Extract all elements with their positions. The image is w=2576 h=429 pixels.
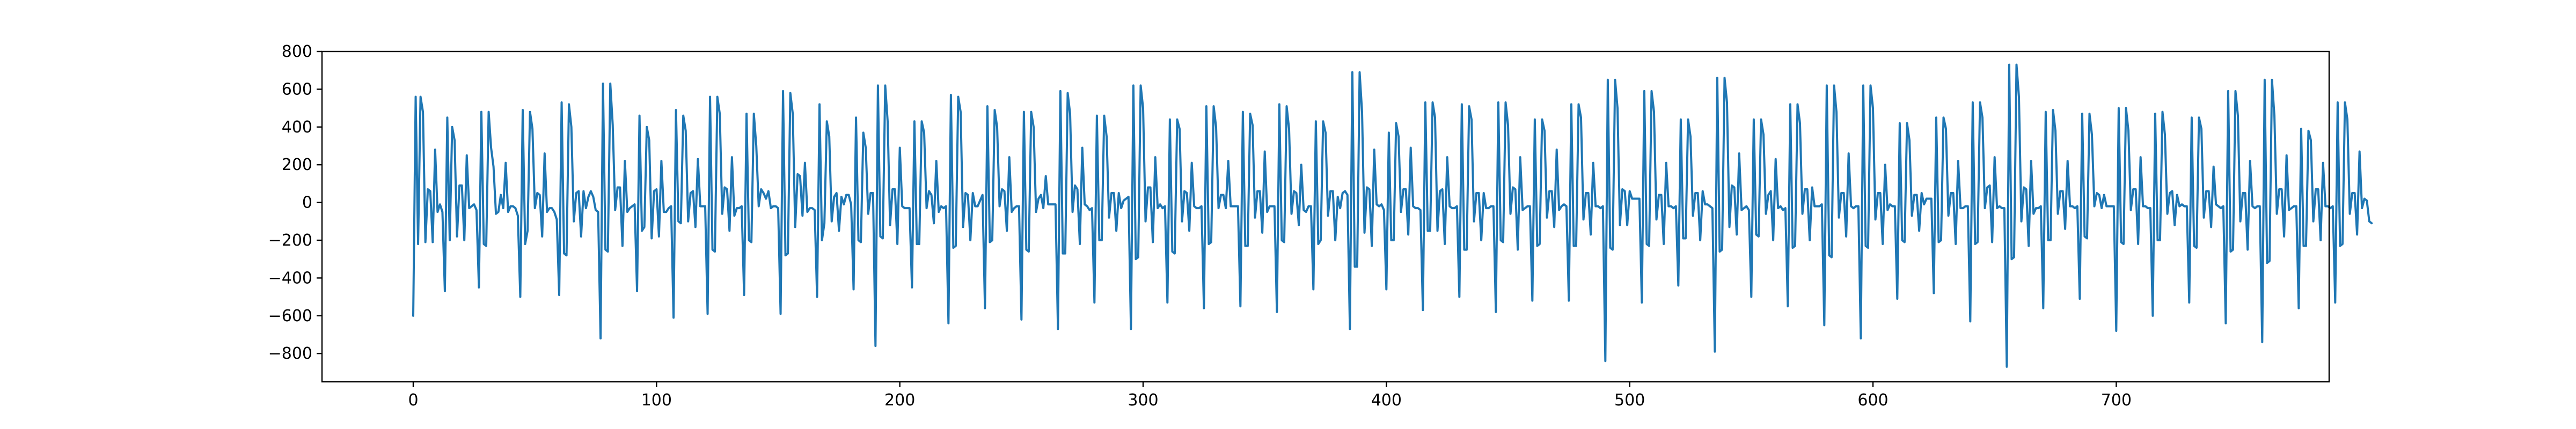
y-tick-label: −200 bbox=[268, 231, 312, 250]
x-tick-label: 0 bbox=[408, 391, 418, 410]
y-tick-label: 400 bbox=[282, 118, 312, 137]
x-tick-label: 200 bbox=[884, 391, 915, 410]
y-tick-label: 200 bbox=[282, 156, 312, 174]
y-tick-label: 0 bbox=[302, 194, 312, 212]
x-tick-label: 500 bbox=[1614, 391, 1645, 410]
y-tick-label: −400 bbox=[268, 269, 312, 287]
x-tick-label: 400 bbox=[1371, 391, 1402, 410]
y-tick-label: 600 bbox=[282, 80, 312, 99]
series-line bbox=[412, 63, 2373, 368]
y-tick-label: −600 bbox=[268, 307, 312, 326]
x-tick-label: 600 bbox=[1857, 391, 1888, 410]
y-tick-label: −800 bbox=[268, 344, 312, 363]
y-axis-ticks: −800 −600 −400 −200 0 200 400 600 800 bbox=[268, 42, 322, 363]
x-axis-ticks: 0 100 200 300 400 500 600 700 bbox=[408, 382, 2132, 410]
x-tick-label: 300 bbox=[1128, 391, 1158, 410]
x-tick-label: 700 bbox=[2101, 391, 2132, 410]
axes-frame bbox=[321, 50, 2330, 383]
plot-area bbox=[412, 63, 2373, 368]
x-tick-label: 100 bbox=[641, 391, 672, 410]
y-tick-label: 800 bbox=[282, 42, 312, 61]
